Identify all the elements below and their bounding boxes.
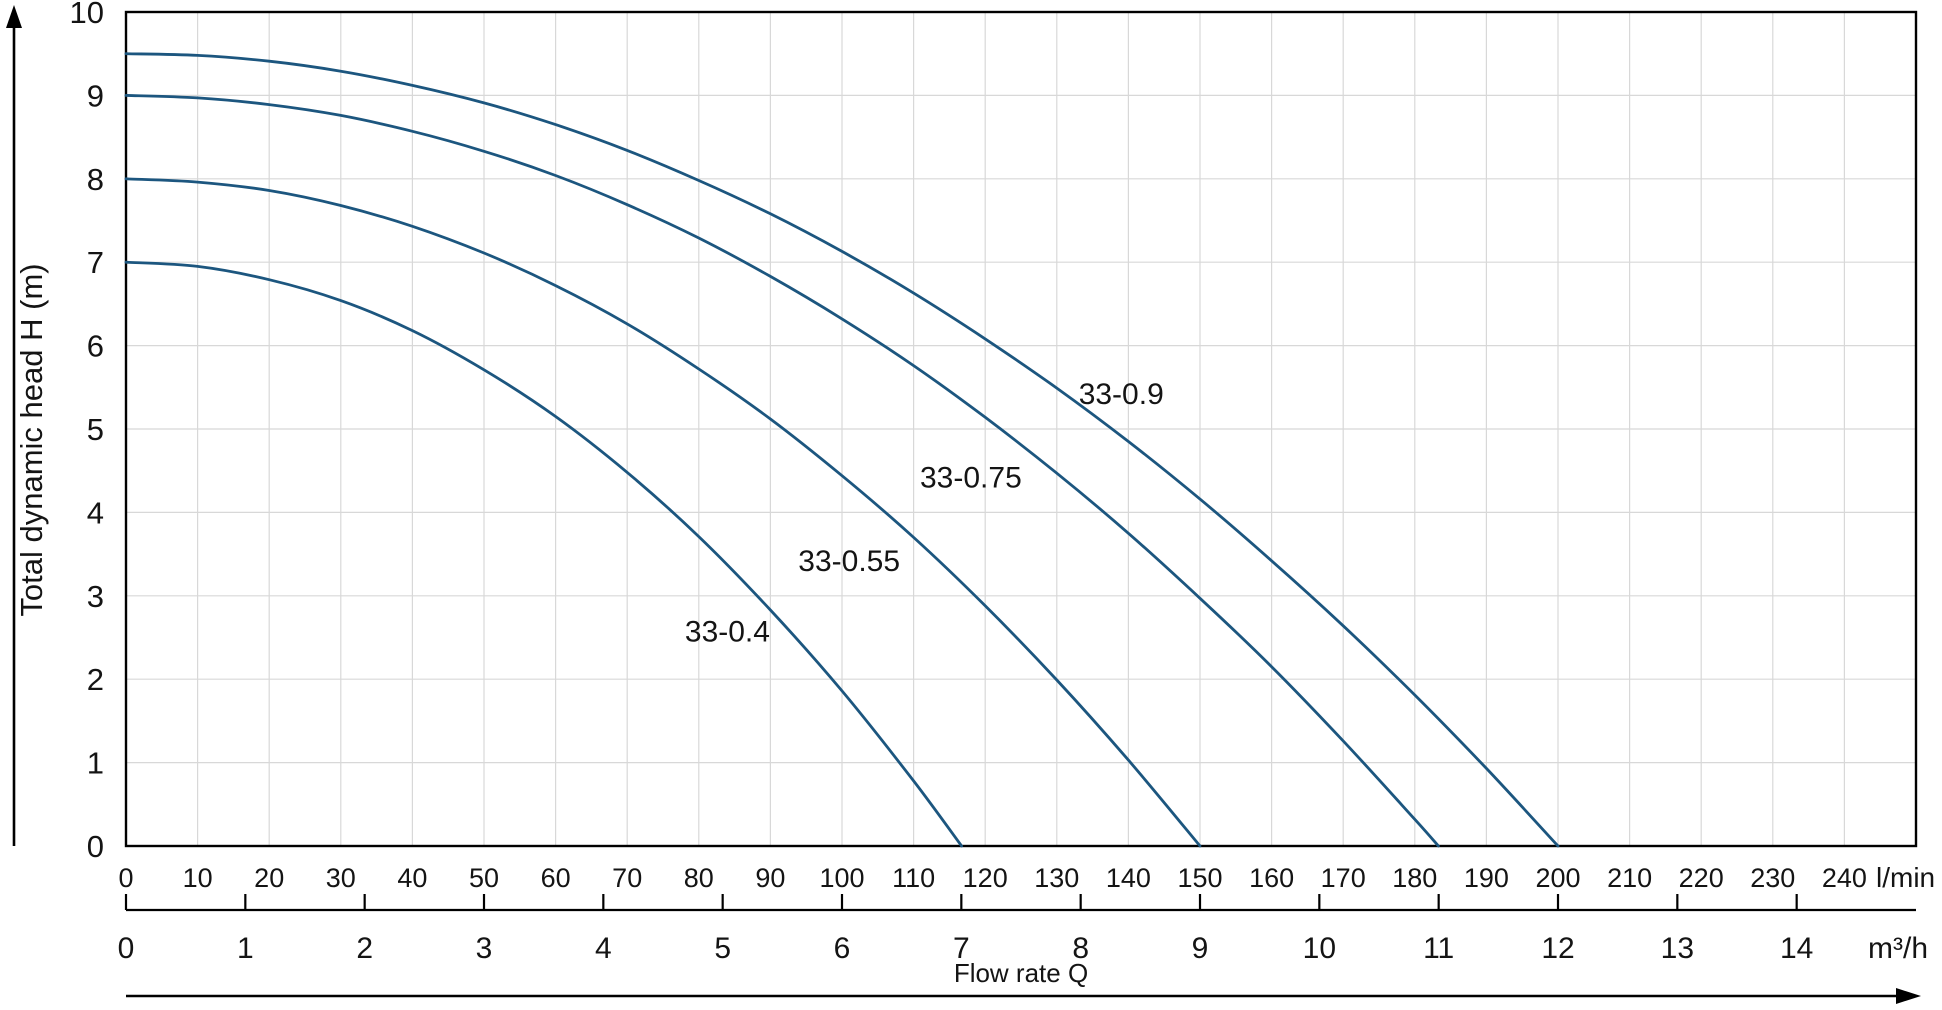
y-tick-label: 2 <box>87 662 104 697</box>
curve-label-33-0.9: 33-0.9 <box>1079 378 1164 411</box>
m3h-tick-label: 9 <box>1192 932 1209 965</box>
lmin-tick-label: 80 <box>684 863 714 893</box>
gridlines <box>126 12 1916 846</box>
y-axis-tick-labels: 0 1 2 3 4 5 6 7 8 9 10 <box>70 0 104 864</box>
lmin-tick-label: 30 <box>326 863 356 893</box>
lmin-axis-row: 0 10 20 30 40 50 60 70 80 90 100 110 120 130 140 150 160… <box>118 863 1866 893</box>
pump-curves <box>124 52 1560 848</box>
curve-label-33-0.4: 33-0.4 <box>685 616 770 649</box>
y-tick-label: 8 <box>87 162 104 197</box>
lmin-tick-label: 200 <box>1535 863 1580 893</box>
y-tick-label: 9 <box>87 78 104 113</box>
curve-labels: 33-0.4 33-0.55 33-0.75 33-0.9 <box>685 378 1164 649</box>
lmin-unit-label: l/min <box>1876 862 1935 893</box>
curve-33-0.4 <box>124 260 963 848</box>
m3h-tick-label: 8 <box>1072 932 1089 965</box>
lmin-tick-label: 220 <box>1679 863 1724 893</box>
y-tick-label: 5 <box>87 412 104 447</box>
lmin-tick-label: 150 <box>1177 863 1222 893</box>
lmin-tick-label: 90 <box>755 863 785 893</box>
m3h-unit-label: m³/h <box>1868 932 1928 965</box>
lmin-tick-label: 20 <box>254 863 284 893</box>
y-tick-label: 3 <box>87 579 104 614</box>
axis-arrows <box>6 5 1921 1004</box>
curve-label-33-0.75: 33-0.75 <box>920 461 1022 494</box>
lmin-tick-label: 100 <box>819 863 864 893</box>
m3h-tick-label: 4 <box>595 932 612 965</box>
lmin-tick-label: 210 <box>1607 863 1652 893</box>
m3h-tick-label: 10 <box>1303 932 1336 965</box>
curve-33-0.9 <box>124 52 1560 848</box>
lmin-tick-label: 180 <box>1392 863 1437 893</box>
m3h-tick-label: 0 <box>118 932 135 965</box>
m3h-tick-label: 11 <box>1423 932 1454 965</box>
m3h-tick-label: 2 <box>356 932 373 965</box>
m3h-tick-label: 1 <box>237 932 254 965</box>
m3h-tick-label: 14 <box>1780 932 1813 965</box>
m3h-tick-label: 5 <box>714 932 731 965</box>
curve-label-33-0.55: 33-0.55 <box>798 545 900 578</box>
y-axis-title: Total dynamic head H (m) <box>14 263 49 616</box>
curve-33-0.55 <box>124 177 1202 848</box>
m3h-tick-label: 3 <box>476 932 493 965</box>
y-tick-label: 1 <box>87 746 104 781</box>
y-axis-arrow-head-icon <box>6 5 22 28</box>
y-tick-label: 4 <box>87 495 104 530</box>
m3h-tick-label: 7 <box>953 932 970 965</box>
lmin-tick-label: 140 <box>1106 863 1151 893</box>
lmin-tick-label: 40 <box>397 863 427 893</box>
lmin-tick-label: 160 <box>1249 863 1294 893</box>
y-tick-label: 6 <box>87 329 104 364</box>
m3h-tick-label: 6 <box>834 932 851 965</box>
x-axis-title: Flow rate Q <box>954 958 1088 988</box>
x-axis-arrow-head-icon <box>1896 988 1921 1004</box>
curve-33-0.75 <box>124 94 1440 848</box>
m3h-tick-label: 12 <box>1541 932 1574 965</box>
lmin-tick-label: 50 <box>469 863 499 893</box>
lmin-tick-label: 230 <box>1750 863 1795 893</box>
y-tick-label: 0 <box>87 829 104 864</box>
lmin-tick-label: 190 <box>1464 863 1509 893</box>
lmin-tick-label: 0 <box>118 863 133 893</box>
lmin-tick-label: 240 <box>1822 863 1867 893</box>
lmin-tick-label: 10 <box>183 863 213 893</box>
lmin-tick-label: 120 <box>963 863 1008 893</box>
m3h-axis-row: 0 1 2 3 4 5 6 7 8 9 10 11 12 13 14 <box>118 894 1916 965</box>
y-tick-label: 7 <box>87 245 104 280</box>
lmin-tick-label: 70 <box>612 863 642 893</box>
lmin-tick-label: 110 <box>892 863 935 893</box>
plot-border <box>124 10 1918 848</box>
m3h-tick-label: 13 <box>1661 932 1694 965</box>
y-tick-label: 10 <box>70 0 104 30</box>
lmin-tick-label: 60 <box>541 863 571 893</box>
lmin-tick-label: 170 <box>1321 863 1366 893</box>
lmin-tick-label: 130 <box>1034 863 1079 893</box>
